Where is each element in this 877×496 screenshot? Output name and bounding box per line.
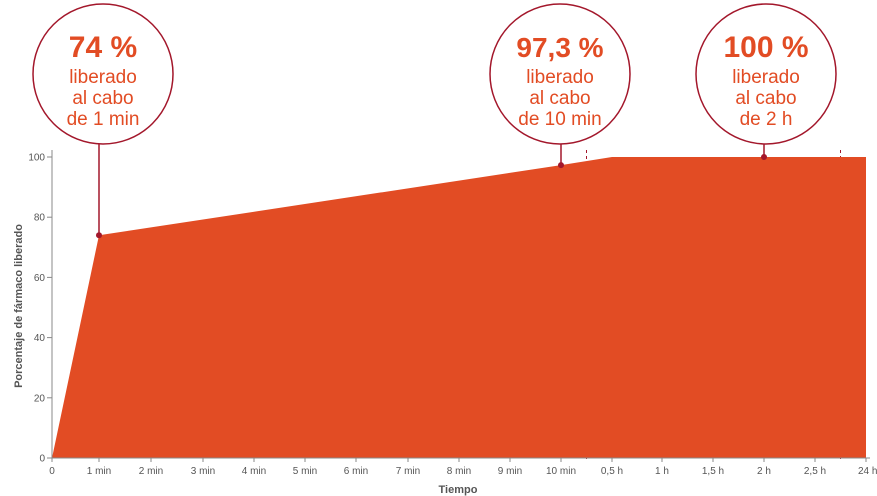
callout-data-point xyxy=(558,162,564,169)
x-tick-label: 0,5 h xyxy=(601,466,623,477)
x-tick-label: 7 min xyxy=(396,466,420,477)
callout-text-line: de 1 min xyxy=(67,109,140,130)
callout-value: 100 % xyxy=(723,31,808,64)
x-tick-label: 24 h xyxy=(858,466,877,477)
axes xyxy=(51,150,870,459)
y-tick-label: 40 xyxy=(34,333,46,344)
y-tick-label: 60 xyxy=(34,273,46,284)
x-tick-label: 0 xyxy=(49,466,55,477)
x-tick-label: 8 min xyxy=(447,466,471,477)
callout-text-line: al cabo xyxy=(72,88,133,109)
x-tick-label: 3 min xyxy=(191,466,215,477)
callout-data-point xyxy=(96,232,102,239)
x-tick-label: 2 min xyxy=(139,466,163,477)
x-tick-label: 2,5 h xyxy=(804,466,826,477)
callout-text-line: liberado xyxy=(526,67,594,88)
callout-text-line: al cabo xyxy=(735,88,796,109)
x-tick-label: 6 min xyxy=(344,466,368,477)
x-tick-label: 5 min xyxy=(293,466,317,477)
y-axis-label: Porcentaje de fármaco liberado xyxy=(13,224,25,388)
y-tick-label: 20 xyxy=(34,393,46,404)
callout-text-line: liberado xyxy=(69,67,137,88)
callout-value: 74 % xyxy=(69,31,137,64)
release-area-series xyxy=(52,157,866,458)
callout-text-line: de 2 h xyxy=(740,109,793,130)
x-tick-label: 10 min xyxy=(546,466,576,477)
callout-data-point xyxy=(761,154,767,160)
x-tick-label: 1 min xyxy=(87,466,111,477)
y-tick-label: 100 xyxy=(28,153,45,164)
x-tick-label: 4 min xyxy=(242,466,266,477)
callout-text-line: liberado xyxy=(732,67,800,88)
x-ticks: 0 1 min 2 min 3 min 4 min 5 min 6 min 7 min 8 mi… xyxy=(49,458,877,477)
y-tick-label: 80 xyxy=(34,213,46,224)
x-tick-label: 9 min xyxy=(498,466,522,477)
callout-circle xyxy=(695,3,837,145)
callout-circle xyxy=(32,3,174,145)
callout-text-line: al cabo xyxy=(529,88,590,109)
x-tick-label: 1 h xyxy=(655,466,669,477)
y-tick-label: 0 xyxy=(39,454,45,465)
y-ticks: 0 20 40 60 80 100 xyxy=(28,153,52,465)
x-tick-label: 1,5 h xyxy=(702,466,724,477)
callout-circle xyxy=(489,3,631,145)
x-tick-label: 2 h xyxy=(757,466,771,477)
callout-text-line: de 10 min xyxy=(518,109,601,130)
x-axis-label: Tiempo xyxy=(439,484,478,496)
callout-value: 97,3 % xyxy=(516,32,603,63)
